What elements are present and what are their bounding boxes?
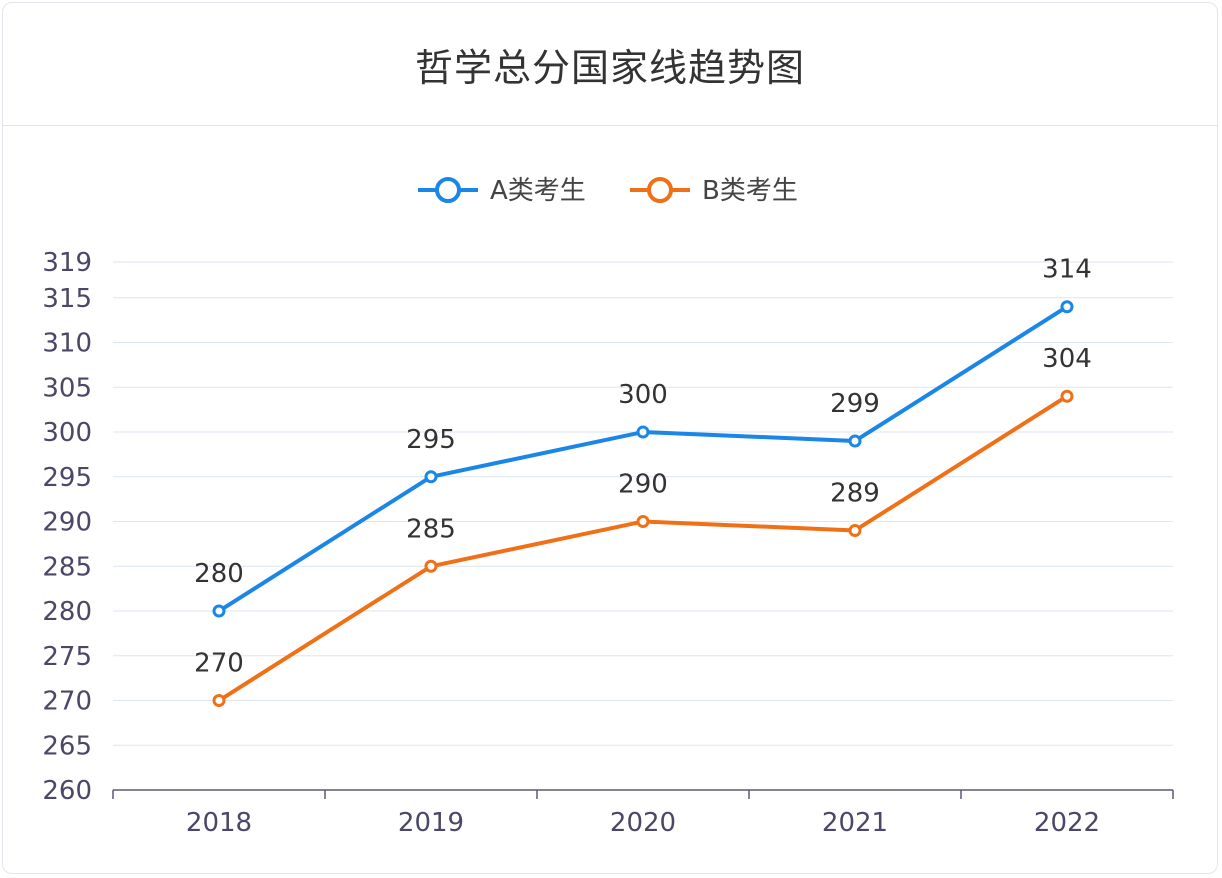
data-point[interactable] [636, 515, 650, 529]
y-tick-label: 319 [42, 248, 92, 278]
data-point[interactable] [424, 470, 438, 484]
x-tick-label: 2018 [186, 808, 252, 838]
data-label: 314 [1042, 255, 1092, 285]
data-label: 285 [406, 514, 456, 544]
data-point[interactable] [212, 694, 226, 708]
legend[interactable]: A类考生 B类考生 [418, 176, 798, 206]
y-tick-label: 260 [42, 776, 92, 806]
legend-label: B类考生 [702, 176, 798, 206]
legend-item[interactable]: A类考生 [418, 176, 586, 206]
y-tick-label: 285 [42, 552, 92, 582]
data-point[interactable] [1060, 389, 1074, 403]
data-point[interactable] [424, 559, 438, 573]
data-label: 295 [406, 425, 456, 455]
x-tick-label: 2021 [822, 808, 888, 838]
data-label: 270 [194, 649, 244, 679]
data-labels: 280 295 300 299 314 270 285 290 289 304 [194, 255, 1092, 679]
y-tick-label: 280 [42, 597, 92, 627]
series-group [212, 300, 1074, 708]
x-tick-label: 2022 [1034, 808, 1100, 838]
data-label: 299 [830, 389, 880, 419]
x-tick-label: 2019 [398, 808, 464, 838]
data-point[interactable] [1060, 300, 1074, 314]
series-line [217, 394, 1069, 703]
y-tick-label: 265 [42, 731, 92, 761]
data-point[interactable] [212, 604, 226, 618]
chart-header: 哲学总分国家线趋势图 [3, 3, 1217, 126]
data-label: 300 [618, 380, 668, 410]
y-tick-label: 295 [42, 463, 92, 493]
data-label: 290 [618, 470, 668, 500]
chart-title: 哲学总分国家线趋势图 [414, 45, 805, 90]
series-line [217, 305, 1069, 613]
y-tick-label: 315 [42, 284, 92, 314]
legend-marker-icon [435, 177, 461, 203]
legend-marker-icon [647, 177, 673, 203]
y-tick-label: 305 [42, 373, 92, 403]
grid-lines [113, 261, 1173, 746]
data-point[interactable] [848, 434, 862, 448]
x-axis: 2018 2019 2020 2021 2022 [112, 789, 1174, 838]
legend-label: A类考生 [490, 176, 586, 206]
y-tick-label: 310 [42, 329, 92, 359]
data-label: 280 [194, 559, 244, 589]
y-tick-label: 270 [42, 687, 92, 717]
legend-item[interactable]: B类考生 [630, 176, 798, 206]
x-tick-label: 2020 [610, 808, 676, 838]
data-point[interactable] [636, 425, 650, 439]
data-point[interactable] [848, 523, 862, 537]
data-label: 304 [1042, 344, 1092, 374]
data-label: 289 [830, 478, 880, 508]
y-tick-label: 275 [42, 642, 92, 672]
y-tick-label: 290 [42, 508, 92, 538]
y-axis: 260 265 270 275 280 285 290 295 300 305 310 315 319 [42, 248, 92, 806]
y-tick-label: 300 [42, 418, 92, 448]
